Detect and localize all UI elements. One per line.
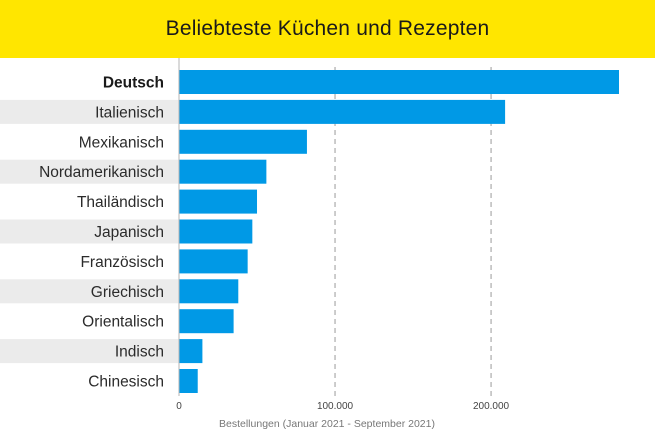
category-label-nordamerikanisch: Nordamerikanisch — [39, 164, 164, 181]
x-tick-label-100-000: 100.000 — [317, 401, 354, 412]
bar-griechisch — [179, 279, 239, 304]
bar-thailandisch — [179, 189, 258, 214]
bar-japanisch — [179, 219, 253, 244]
bar-deutsch — [179, 70, 619, 94]
bar-orientalisch — [179, 309, 234, 334]
x-tick-label-200-000: 200.000 — [473, 401, 510, 412]
bar-franzosisch — [179, 249, 248, 274]
title-banner: Beliebteste Küchen und Rezepten — [0, 0, 655, 58]
x-axis-title: Bestellungen (Januar 2021 - September 20… — [219, 418, 435, 430]
bar-chinesisch — [179, 369, 198, 393]
bar-chart: Deutsch Italienisch Mexikanisch Nordamerika… — [0, 58, 619, 430]
row-stripe-nordamerikanisch — [0, 159, 179, 184]
bar-indisch — [179, 339, 203, 364]
x-tick-label-0: 0 — [176, 401, 182, 412]
category-label-deutsch: Deutsch — [103, 75, 164, 92]
row-stripe-japanisch — [0, 219, 179, 244]
chart-title: Beliebteste Küchen und Rezepten — [165, 17, 490, 40]
category-label-franzosisch: Französisch — [80, 254, 164, 271]
bar-mexikanisch — [179, 129, 307, 154]
row-stripe-indisch — [0, 339, 179, 364]
bar-nordamerikanisch — [179, 159, 267, 184]
row-stripes — [0, 99, 179, 364]
category-label-thailandisch: Thailändisch — [77, 194, 164, 211]
bars — [179, 70, 619, 393]
row-stripe-italienisch — [0, 99, 179, 124]
category-label-chinesisch: Chinesisch — [88, 374, 164, 391]
bar-italienisch — [179, 99, 506, 124]
category-label-japanisch: Japanisch — [94, 224, 164, 241]
category-label-orientalisch: Orientalisch — [82, 314, 164, 331]
row-stripe-griechisch — [0, 279, 179, 304]
x-tick-labels: 0 100.000 200.000 — [176, 401, 509, 412]
category-label-indisch: Indisch — [115, 344, 164, 361]
category-labels: Deutsch Italienisch Mexikanisch Nordamerika… — [39, 75, 164, 391]
category-label-griechisch: Griechisch — [91, 284, 164, 301]
category-label-italienisch: Italienisch — [95, 104, 164, 121]
category-label-mexikanisch: Mexikanisch — [79, 134, 164, 151]
